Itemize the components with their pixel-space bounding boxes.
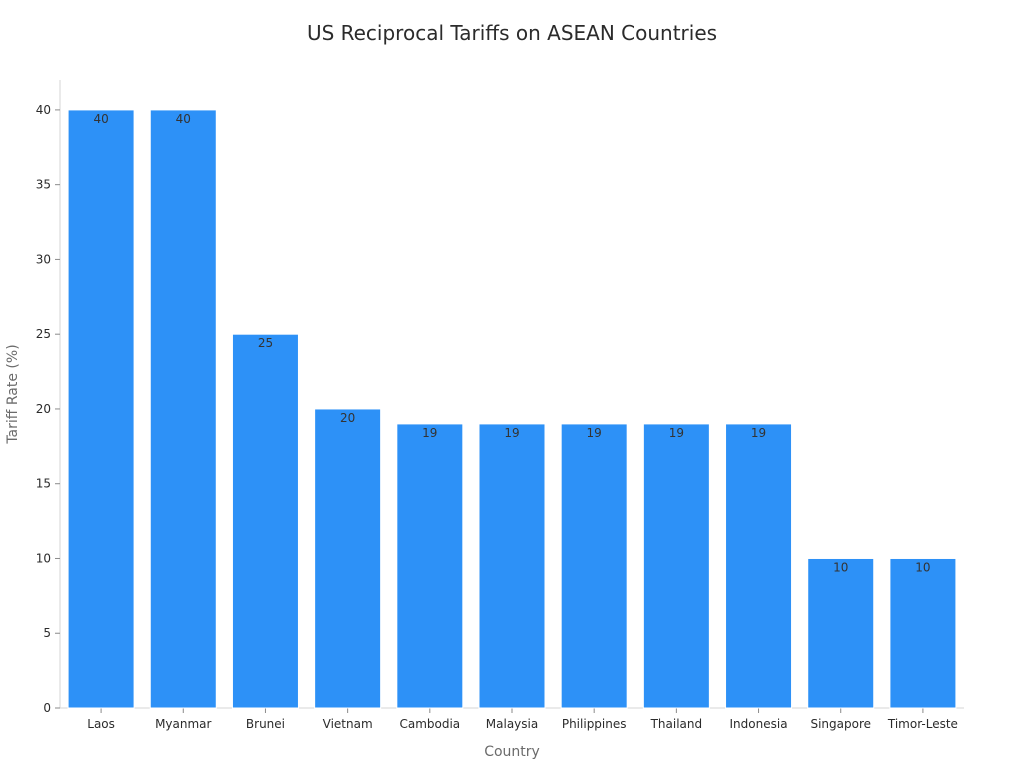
y-axis: 0 5 10 15 20 25 30 35 40 [36,80,61,715]
bar [725,423,793,709]
x-tick-label: Singapore [810,717,871,731]
y-axis-label: Tariff Rate (%) [5,344,21,444]
x-tick-label: Timor-Leste [887,717,958,731]
x-tick-label: Thailand [650,717,703,731]
x-tick-label: Brunei [246,717,285,731]
y-tick-label: 10 [36,551,51,565]
bar [889,557,957,709]
y-tick-label: 5 [43,626,51,640]
bar-value-label: 19 [422,426,437,440]
x-tick-label: Malaysia [486,717,538,731]
bar [67,109,135,709]
y-tick-label: 0 [43,701,51,715]
x-tick-label: Philippines [562,717,627,731]
y-tick-label: 20 [36,402,51,416]
y-tick-label: 40 [36,103,51,117]
data-labels-group: 40 40 25 20 19 19 19 19 19 10 10 [93,112,930,575]
x-tick-label: Cambodia [399,717,460,731]
bar-value-label: 19 [751,426,766,440]
y-tick-label: 15 [36,477,51,491]
bar [231,333,299,709]
y-tick-label: 30 [36,252,51,266]
bar [396,423,464,709]
bar-value-label: 40 [93,112,108,126]
bar-value-label: 25 [258,336,273,350]
y-tick-label: 25 [36,327,51,341]
x-tick-label: Myanmar [155,717,211,731]
bar-value-label: 19 [504,426,519,440]
bar [642,423,710,709]
bar-value-label: 40 [176,112,191,126]
chart-title: US Reciprocal Tariffs on ASEAN Countries [307,21,717,45]
x-tick-label: Laos [87,717,115,731]
bar [149,109,217,709]
bars-group [67,109,957,709]
x-axis: Laos Myanmar Brunei Vietnam Cambodia Malaysia… [60,707,964,731]
x-tick-label: Vietnam [323,717,373,731]
y-tick-label: 35 [36,178,51,192]
bar [478,423,546,709]
bar-value-label: 20 [340,411,355,425]
bar-value-label: 10 [833,560,848,574]
x-tick-label: Indonesia [730,717,788,731]
x-axis-label: Country [484,744,540,760]
bar [314,408,382,709]
bar [560,423,628,709]
bar [807,557,875,709]
bar-value-label: 10 [915,560,930,574]
bar-value-label: 19 [587,426,602,440]
bar-value-label: 19 [669,426,684,440]
